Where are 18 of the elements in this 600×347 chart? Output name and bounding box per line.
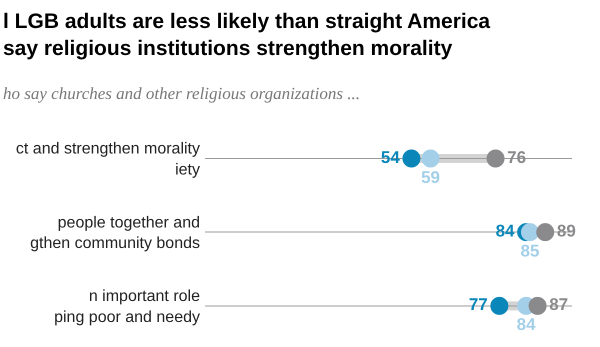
data-label: 59 <box>421 168 440 187</box>
y-tick-label: ct and strengthen morality iety <box>16 140 200 179</box>
chart-title: l LGB adults are less likely than straight America say religious institutions strengthen morality <box>3 10 490 60</box>
point <box>486 150 505 168</box>
point <box>422 150 440 168</box>
data-label: 85 <box>520 242 540 261</box>
point <box>528 296 547 315</box>
point <box>490 296 508 315</box>
y-tick-label: n important role ping poor and needy <box>54 288 200 326</box>
y-tick-label: people together and gthen community bonds <box>30 214 200 252</box>
point <box>402 150 420 168</box>
data-label: 54 <box>380 148 400 167</box>
point <box>536 223 554 242</box>
point <box>520 223 539 242</box>
data-label: 84 <box>496 221 516 240</box>
chart-subtitle: ho say churches and other religious organizations ... <box>3 84 360 104</box>
data-label: 84 <box>516 315 536 334</box>
data-label: 77 <box>468 295 488 314</box>
